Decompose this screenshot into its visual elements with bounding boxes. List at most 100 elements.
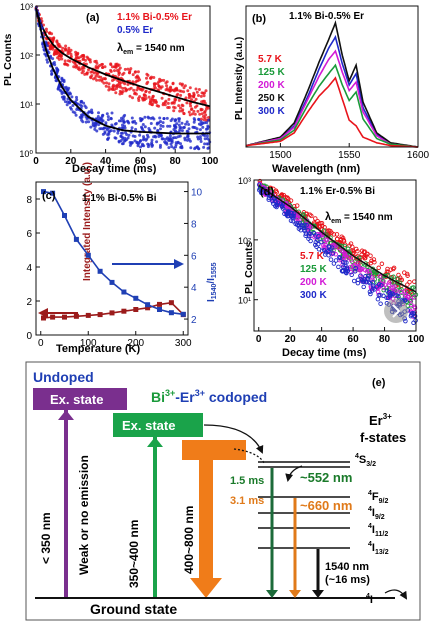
a-point xyxy=(165,84,169,88)
a-point xyxy=(119,134,123,138)
a-point xyxy=(68,59,72,63)
d-point xyxy=(323,250,329,255)
a-point xyxy=(62,97,66,101)
a-point xyxy=(104,121,108,125)
c-point xyxy=(145,305,151,311)
d-point xyxy=(298,225,303,230)
a-point xyxy=(67,48,70,52)
d-point xyxy=(331,261,337,266)
a-point xyxy=(124,89,128,93)
a-point xyxy=(50,37,54,41)
a-point xyxy=(157,121,161,125)
b-line-250K xyxy=(245,20,419,148)
a-point xyxy=(205,134,209,138)
d-point xyxy=(334,232,340,237)
level-label: 4F9/2 xyxy=(368,490,388,505)
d-point xyxy=(367,289,373,295)
d-point xyxy=(344,270,349,276)
a-point xyxy=(149,122,153,125)
a-point xyxy=(150,97,154,100)
a-point xyxy=(203,137,207,141)
c-point xyxy=(109,279,115,285)
a-point xyxy=(117,119,121,123)
a-point xyxy=(89,70,93,74)
a-point xyxy=(163,100,167,104)
a-point xyxy=(62,80,66,84)
a-point xyxy=(174,118,177,122)
a-series-1 xyxy=(34,5,212,151)
a-point xyxy=(188,113,192,117)
a-point xyxy=(98,64,102,67)
em-1540-label: 1540 nm xyxy=(325,561,369,573)
d-point xyxy=(274,204,279,210)
c-ytick-label: 0 xyxy=(26,331,32,342)
a-point xyxy=(179,106,182,110)
a-ytick-label: 10⁰ xyxy=(19,149,33,159)
a-point xyxy=(103,126,106,130)
a-point xyxy=(203,134,207,138)
c-point xyxy=(133,307,139,312)
a-point xyxy=(57,54,61,58)
next-arrow-button[interactable] xyxy=(384,299,408,323)
a-point xyxy=(159,124,163,127)
a-point xyxy=(117,63,121,67)
d-xtick-label: 60 xyxy=(348,334,360,345)
c-point xyxy=(109,310,115,316)
ground-state-label: Ground state xyxy=(90,601,177,617)
a-point xyxy=(195,127,199,131)
relax-arrow xyxy=(285,465,303,482)
a-point xyxy=(193,105,197,109)
a-point xyxy=(53,50,57,54)
a-point xyxy=(51,45,55,49)
a-point xyxy=(101,114,104,118)
a-point xyxy=(142,144,146,148)
c-point xyxy=(180,311,186,317)
d-point xyxy=(324,237,330,243)
panel-c-ylabel-right: I1540/I1555 xyxy=(206,262,218,302)
d-xtick-label: 0 xyxy=(256,334,262,345)
panel-c-label: (c) xyxy=(42,190,56,202)
a-point xyxy=(63,59,67,63)
a-point xyxy=(182,90,186,94)
c-xtick-label: 0 xyxy=(38,338,44,349)
b-xtick-label: 1500 xyxy=(269,150,292,161)
c-point xyxy=(41,315,46,321)
a-point xyxy=(121,86,125,90)
a-point xyxy=(160,85,164,89)
a-point xyxy=(97,111,100,115)
a-point xyxy=(69,106,72,110)
a-point xyxy=(199,140,203,143)
d-point xyxy=(279,203,285,208)
a-point xyxy=(175,88,179,92)
level-label: 4I13/2 xyxy=(368,541,389,556)
a-point xyxy=(75,98,79,102)
d-point xyxy=(385,266,390,272)
d-point xyxy=(339,268,345,274)
d-point xyxy=(377,274,383,279)
d-point xyxy=(357,268,363,273)
a-point xyxy=(159,127,162,131)
a-point xyxy=(87,68,90,72)
orange-arrow-head xyxy=(190,578,222,598)
d-point xyxy=(333,252,338,257)
a-point xyxy=(95,78,99,82)
a-ytick-label: 10³ xyxy=(20,2,33,12)
a-point xyxy=(200,112,204,116)
a-point xyxy=(137,76,141,80)
a-point xyxy=(88,58,92,62)
a-point xyxy=(131,73,135,77)
a-point xyxy=(200,100,204,104)
a-point xyxy=(191,112,195,116)
a-point xyxy=(202,145,206,149)
a-point xyxy=(199,137,203,141)
d-point xyxy=(295,215,300,221)
fstates-label: f-states xyxy=(360,430,406,445)
d-point xyxy=(358,273,363,279)
a-point xyxy=(113,69,116,73)
arrow-400-800-label: 400~800 nm xyxy=(182,506,196,574)
c-point xyxy=(41,189,46,195)
a-point xyxy=(85,55,89,59)
d-point xyxy=(280,206,286,211)
c-point xyxy=(121,308,127,314)
